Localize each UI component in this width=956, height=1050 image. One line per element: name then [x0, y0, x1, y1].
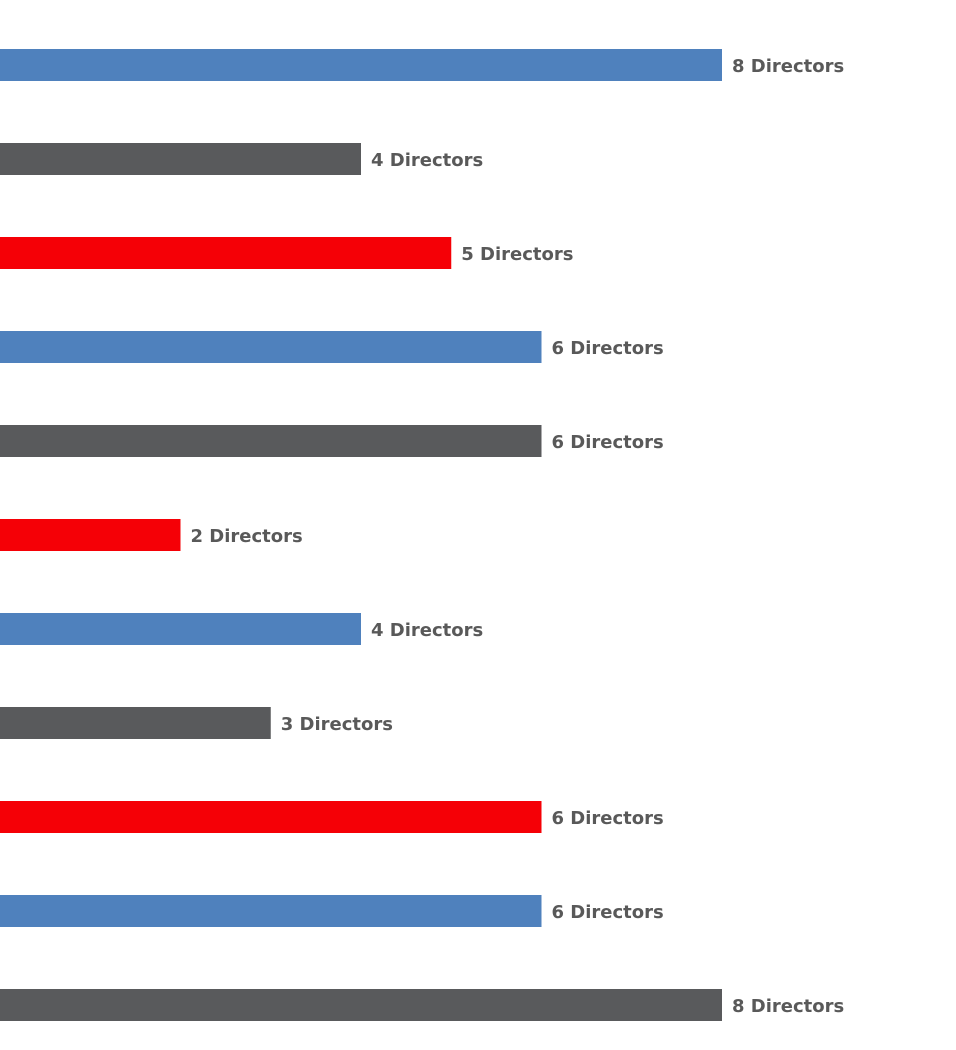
bar: [0, 519, 181, 551]
value-label: 4 Directors: [371, 150, 483, 171]
value-label: 4 Directors: [371, 620, 483, 641]
bar: [0, 49, 722, 81]
bar: [0, 237, 452, 269]
value-label: 6 Directors: [552, 338, 664, 359]
bar: [0, 989, 722, 1021]
bar: [0, 143, 361, 175]
value-label: 6 Directors: [552, 432, 664, 453]
bar: [0, 331, 542, 363]
bar: [0, 801, 542, 833]
bar: [0, 895, 542, 927]
value-label: 3 Directors: [281, 714, 393, 735]
value-label: 2 Directors: [191, 526, 303, 547]
value-label: 6 Directors: [552, 808, 664, 829]
value-label: 8 Directors: [732, 56, 844, 77]
bar: [0, 425, 542, 457]
value-label: 6 Directors: [552, 902, 664, 923]
bar: [0, 613, 361, 645]
value-label: 8 Directors: [732, 996, 844, 1017]
value-label: 5 Directors: [461, 244, 573, 265]
bar: [0, 707, 271, 739]
